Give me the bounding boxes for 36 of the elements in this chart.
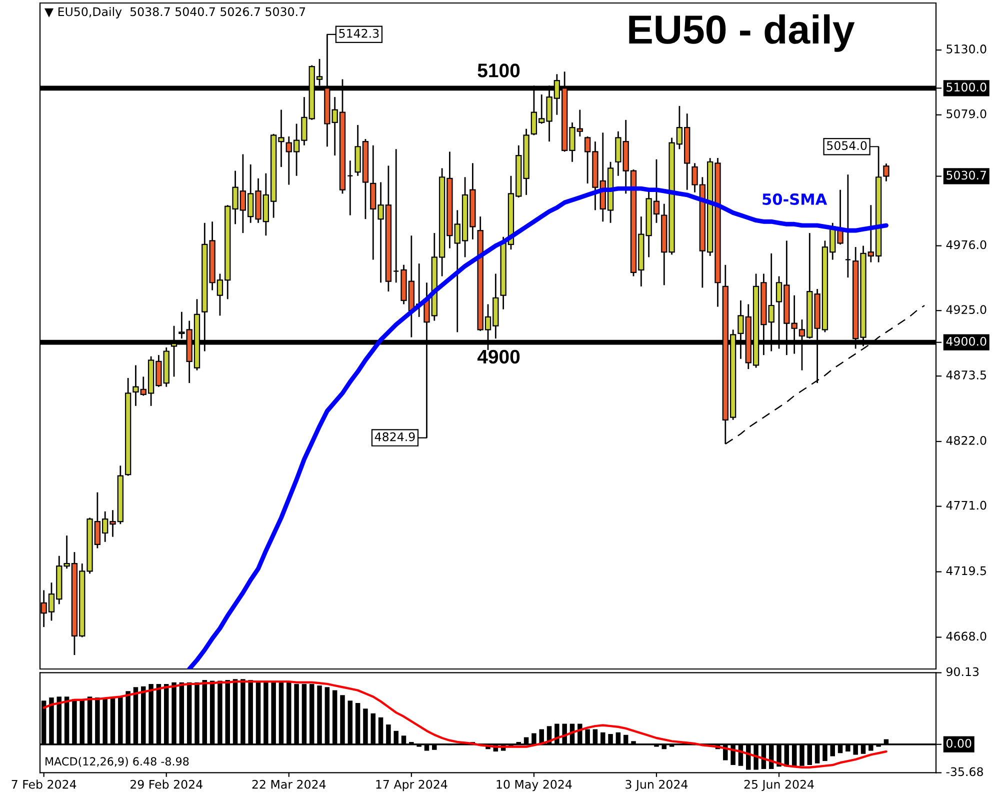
y-tick-label: 4873.5 [946, 370, 986, 380]
y-tick-label: 4900.0 [946, 336, 986, 346]
x-tick-label: 22 Mar 2024 [252, 780, 326, 789]
ref-line-label: 4900 [477, 350, 520, 364]
chart-title: EU50 - daily [629, 14, 855, 52]
y-tick-label: 5030.7 [946, 170, 986, 180]
candlestick [844, 174, 852, 278]
ref-line-label: 5100 [478, 64, 520, 78]
x-tick-label: 7 Feb 2024 [12, 780, 76, 789]
y-tick-label: 0.00 [946, 738, 972, 748]
annotation: 5054.0 [827, 141, 867, 150]
y-tick-label: 4925.0 [946, 305, 986, 314]
y-tick-label: -35.68 [946, 767, 983, 776]
text: MACD(12,26,9) 6.48 -8.98 [46, 756, 189, 767]
y-tick-label: 4719.5 [946, 566, 986, 576]
line-series [42, 680, 888, 769]
candlestick [347, 160, 354, 216]
annotation: 4824.9 [374, 432, 415, 442]
line-series [187, 186, 888, 669]
chart-subtitle: ▼ EU50,Daily 5038.7 5040.7 5026.7 5030.7 [44, 6, 306, 18]
candlestick [393, 148, 400, 284]
x-tick-label: 3 Jun 2024 [626, 780, 688, 791]
y-tick-label: 4771.0 [946, 500, 986, 510]
y-tick-label: 5079.0 [946, 109, 986, 118]
x-tick-label: 17 Apr 2024 [376, 780, 448, 792]
y-tick-label: 4976.0 [946, 240, 986, 250]
x-tick-label: 29 Feb 2024 [130, 780, 202, 789]
x-tick-label: 25 Jun 2024 [744, 780, 814, 791]
y-tick-label: 4668.0 [946, 632, 986, 641]
y-tick-label: 90.13 [946, 667, 979, 676]
y-tick-label: 4822.0 [946, 436, 986, 445]
annotation: 5142.3 [339, 28, 379, 38]
series-label: 50-SMA [762, 193, 828, 205]
y-tick-label: 5130.0 [946, 44, 986, 54]
x-tick-label: 10 May 2024 [496, 780, 572, 792]
y-tick-label: 5100.0 [946, 82, 986, 92]
